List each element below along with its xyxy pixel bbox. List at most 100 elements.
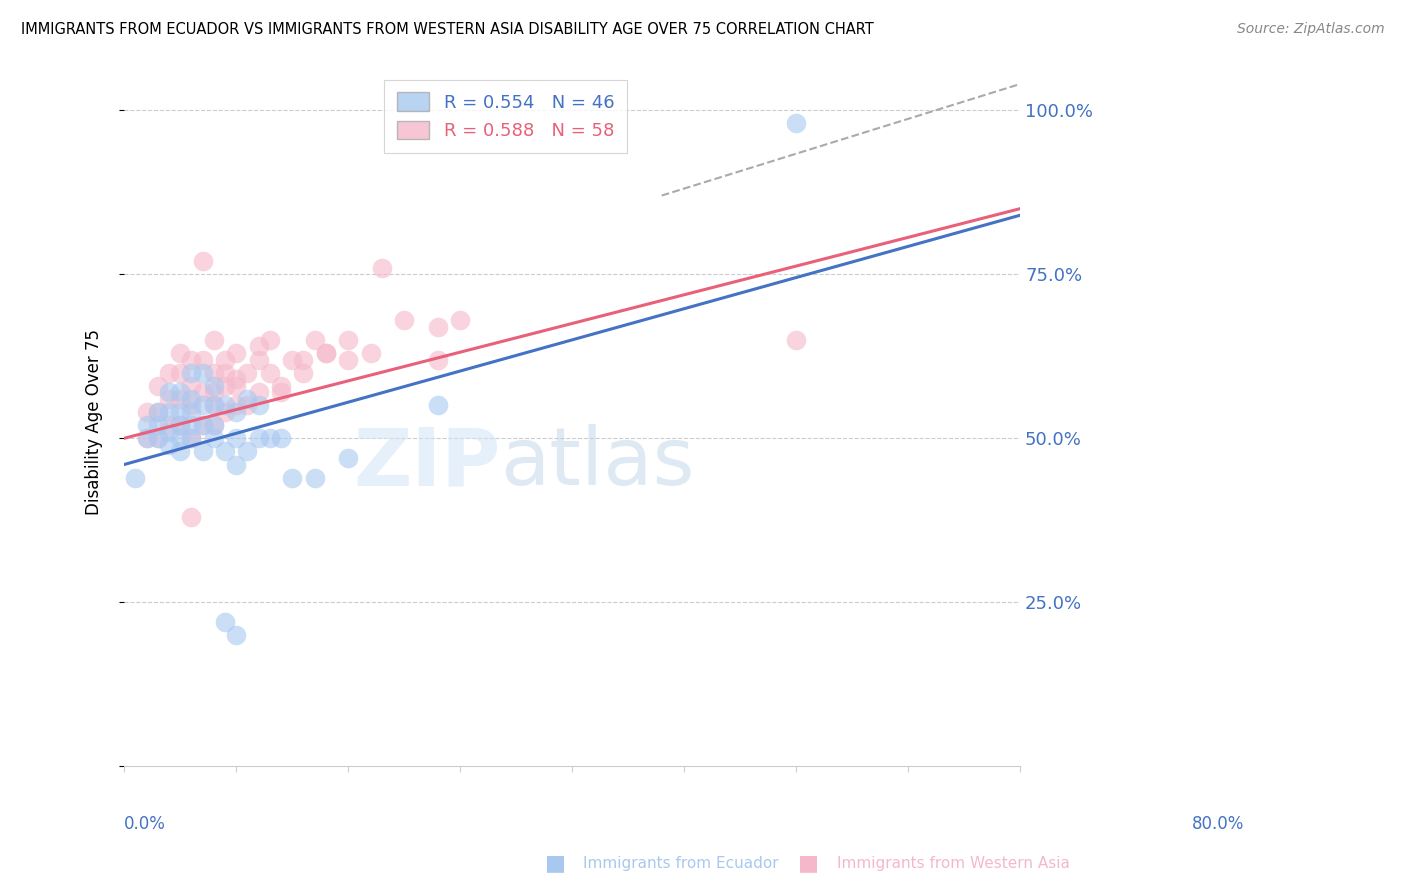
Point <box>169 366 191 380</box>
Point <box>337 450 360 465</box>
Point <box>157 385 180 400</box>
Point <box>392 313 415 327</box>
Point <box>157 418 180 433</box>
Point <box>169 405 191 419</box>
Legend: R = 0.554   N = 46, R = 0.588   N = 58: R = 0.554 N = 46, R = 0.588 N = 58 <box>384 79 627 153</box>
Point <box>371 260 394 275</box>
Point <box>157 425 180 439</box>
Point <box>180 392 202 406</box>
Point <box>169 418 191 433</box>
Point <box>247 431 270 445</box>
Point <box>236 444 259 458</box>
Point <box>191 399 214 413</box>
Point <box>169 418 191 433</box>
Point <box>426 352 449 367</box>
Point <box>202 431 225 445</box>
Text: Source: ZipAtlas.com: Source: ZipAtlas.com <box>1237 22 1385 37</box>
Point <box>281 470 304 484</box>
Point <box>124 470 146 484</box>
Point <box>214 444 236 458</box>
Point <box>225 628 247 642</box>
Point <box>236 399 259 413</box>
Point <box>146 379 169 393</box>
Point <box>146 405 169 419</box>
Point <box>157 392 180 406</box>
Text: IMMIGRANTS FROM ECUADOR VS IMMIGRANTS FROM WESTERN ASIA DISABILITY AGE OVER 75 C: IMMIGRANTS FROM ECUADOR VS IMMIGRANTS FR… <box>21 22 875 37</box>
Point <box>214 399 236 413</box>
Point <box>157 366 180 380</box>
Point <box>785 116 807 130</box>
Point <box>180 399 202 413</box>
Point <box>191 418 214 433</box>
Point <box>304 333 326 347</box>
Point <box>202 385 225 400</box>
Point <box>214 366 236 380</box>
Point <box>202 418 225 433</box>
Text: ■: ■ <box>546 854 565 873</box>
Point <box>191 418 214 433</box>
Point <box>202 333 225 347</box>
Point <box>169 346 191 360</box>
Point <box>426 399 449 413</box>
Point <box>202 399 225 413</box>
Point <box>202 379 225 393</box>
Text: ■: ■ <box>799 854 818 873</box>
Point <box>292 366 315 380</box>
Text: 0.0%: 0.0% <box>124 814 166 832</box>
Point <box>225 399 247 413</box>
Point <box>236 366 259 380</box>
Point <box>225 458 247 472</box>
Point <box>146 405 169 419</box>
Point <box>180 418 202 433</box>
Point <box>270 431 292 445</box>
Point <box>146 418 169 433</box>
Text: atlas: atlas <box>501 425 695 502</box>
Point <box>304 470 326 484</box>
Text: Immigrants from Western Asia: Immigrants from Western Asia <box>837 856 1070 871</box>
Point <box>785 333 807 347</box>
Point <box>135 431 157 445</box>
Point <box>180 379 202 393</box>
Point <box>202 418 225 433</box>
Point <box>225 431 247 445</box>
Point <box>270 379 292 393</box>
Point <box>202 366 225 380</box>
Point <box>180 366 202 380</box>
Point <box>135 405 157 419</box>
Point <box>191 385 214 400</box>
Y-axis label: Disability Age Over 75: Disability Age Over 75 <box>86 329 103 515</box>
Point <box>135 418 157 433</box>
Point <box>180 431 202 445</box>
Point <box>449 313 471 327</box>
Point <box>225 405 247 419</box>
Point <box>360 346 382 360</box>
Point <box>259 431 281 445</box>
Point <box>247 352 270 367</box>
Point <box>225 372 247 386</box>
Text: ZIP: ZIP <box>353 425 501 502</box>
Point <box>180 510 202 524</box>
Point <box>225 379 247 393</box>
Point <box>157 438 180 452</box>
Text: Immigrants from Ecuador: Immigrants from Ecuador <box>583 856 779 871</box>
Point <box>281 352 304 367</box>
Point <box>247 385 270 400</box>
Point <box>337 333 360 347</box>
Point <box>259 333 281 347</box>
Point <box>214 379 236 393</box>
Point <box>180 352 202 367</box>
Point <box>225 346 247 360</box>
Point <box>191 254 214 268</box>
Point <box>169 444 191 458</box>
Point <box>247 339 270 353</box>
Point <box>426 319 449 334</box>
Point <box>214 352 236 367</box>
Point <box>202 399 225 413</box>
Point <box>315 346 337 360</box>
Point <box>315 346 337 360</box>
Point <box>214 405 236 419</box>
Point <box>135 431 157 445</box>
Point <box>191 352 214 367</box>
Point <box>292 352 315 367</box>
Point <box>236 392 259 406</box>
